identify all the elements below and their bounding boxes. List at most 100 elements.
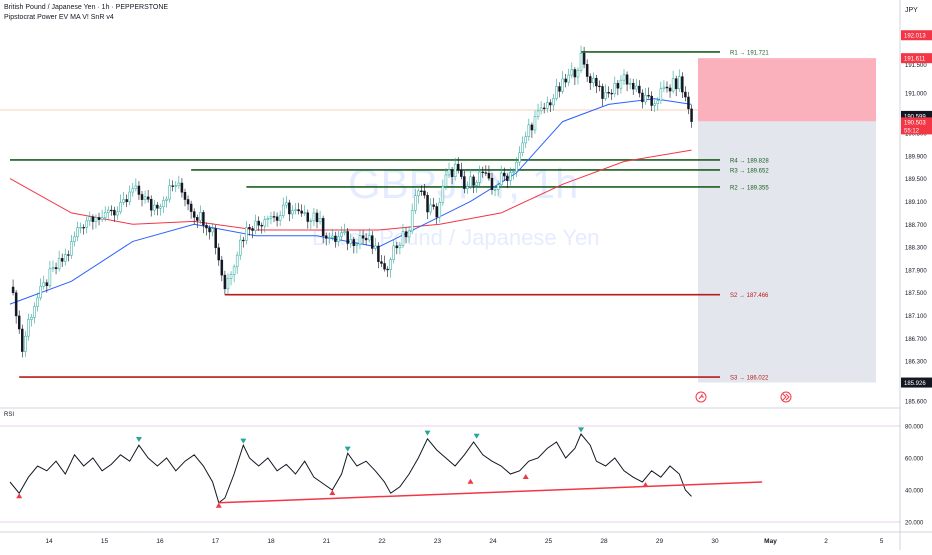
candle-body xyxy=(499,172,503,185)
candle-body xyxy=(94,217,98,222)
candle-body xyxy=(263,219,267,227)
level-label: R3 → 189.652 xyxy=(730,168,769,174)
rsi-tick-label: 40.000 xyxy=(905,489,924,495)
candle-body xyxy=(217,247,221,261)
time-tick-label: 18 xyxy=(267,538,275,545)
candle-body xyxy=(42,282,46,287)
candle-body xyxy=(57,258,61,270)
candle-body xyxy=(300,210,303,214)
rsi-trendline[interactable] xyxy=(218,481,763,504)
candle-body xyxy=(180,182,184,193)
replay-icon[interactable] xyxy=(695,391,707,403)
candle-body xyxy=(671,78,675,92)
candle-body xyxy=(239,239,242,256)
candle-body xyxy=(552,98,555,106)
candle-body xyxy=(401,231,405,246)
candle-body xyxy=(635,85,638,90)
candle-body xyxy=(656,100,660,105)
candle-body xyxy=(456,163,460,171)
time-tick-label: 15 xyxy=(101,538,109,545)
time-tick-label: 25 xyxy=(545,538,553,545)
candle-body xyxy=(533,116,537,131)
candle-body xyxy=(251,228,254,231)
target-zone[interactable] xyxy=(698,58,876,122)
candle-body xyxy=(466,186,469,189)
level-label: S3 → 186.022 xyxy=(730,376,769,382)
candle-body xyxy=(441,186,445,203)
candle-body xyxy=(453,163,457,177)
candle-body xyxy=(573,69,577,78)
candle-body xyxy=(199,212,202,221)
fast-forward-icon[interactable] xyxy=(780,391,792,403)
candle-body xyxy=(438,202,442,218)
price-tag-countdown: 55:12 xyxy=(904,128,920,134)
candle-body xyxy=(328,237,331,239)
candle-body xyxy=(294,209,297,211)
stop-zone[interactable] xyxy=(698,121,876,383)
candle-body xyxy=(463,176,466,189)
candle-body xyxy=(355,243,359,246)
candle-body xyxy=(103,212,107,218)
candle-body xyxy=(153,204,156,211)
candle-body xyxy=(343,231,346,233)
candle-body xyxy=(51,267,55,270)
rsi-buy-marker xyxy=(642,482,649,487)
candle-body xyxy=(435,206,438,218)
candle-body xyxy=(186,199,190,205)
candle-body xyxy=(113,209,116,216)
watermark-name: British Pound / Japanese Yen xyxy=(312,225,599,250)
candle-body xyxy=(395,245,399,249)
level-label: R2 → 189.355 xyxy=(730,185,769,191)
candle-body xyxy=(306,212,310,222)
candle-body xyxy=(690,108,693,122)
candle-body xyxy=(647,95,650,97)
candle-body xyxy=(229,274,233,279)
candle-body xyxy=(472,176,475,186)
price-tag-target: 191.611 xyxy=(904,57,926,63)
candle-body xyxy=(275,216,279,221)
candle-body xyxy=(610,92,613,95)
candle-body xyxy=(527,124,531,137)
price-tick-label: 189.900 xyxy=(905,154,927,160)
time-tick-label: 14 xyxy=(45,538,53,545)
candle-body xyxy=(496,184,500,190)
candle-body xyxy=(205,224,208,229)
candle-body xyxy=(85,220,88,228)
candle-body xyxy=(383,263,386,270)
rsi-sell-marker xyxy=(135,437,142,442)
price-tick-label: 191.500 xyxy=(905,63,927,69)
chart-title: British Pound / Japanese Yen · 1h · PEPP… xyxy=(4,4,169,11)
candle-body xyxy=(662,86,666,89)
rsi-buy-marker xyxy=(329,490,336,495)
candle-body xyxy=(97,217,101,220)
candle-body xyxy=(73,236,76,242)
candle-body xyxy=(235,254,239,268)
candle-body xyxy=(506,175,509,181)
candle-body xyxy=(653,103,656,106)
rsi-tick-label: 60.000 xyxy=(905,457,924,463)
price-tick-label: 186.700 xyxy=(905,337,927,343)
candle-body xyxy=(211,228,214,233)
candle-body xyxy=(579,52,583,71)
candle-body xyxy=(82,227,85,229)
candle-body xyxy=(88,216,92,222)
candle-body xyxy=(546,102,549,109)
candle-body xyxy=(444,174,448,187)
candle-body xyxy=(398,245,402,249)
candle-body xyxy=(156,204,159,209)
candle-body xyxy=(687,96,690,110)
candle-body xyxy=(291,210,294,215)
candle-body xyxy=(478,171,481,183)
candle-body xyxy=(269,216,273,219)
rsi-line xyxy=(9,433,692,504)
candle-body xyxy=(536,110,540,117)
candle-body xyxy=(631,82,635,90)
candle-body xyxy=(346,231,349,244)
candle-body xyxy=(11,286,15,293)
candle-body xyxy=(242,239,245,242)
rsi-buy-marker xyxy=(522,474,529,479)
candle-body xyxy=(281,204,285,216)
time-tick-label: 23 xyxy=(434,538,442,545)
